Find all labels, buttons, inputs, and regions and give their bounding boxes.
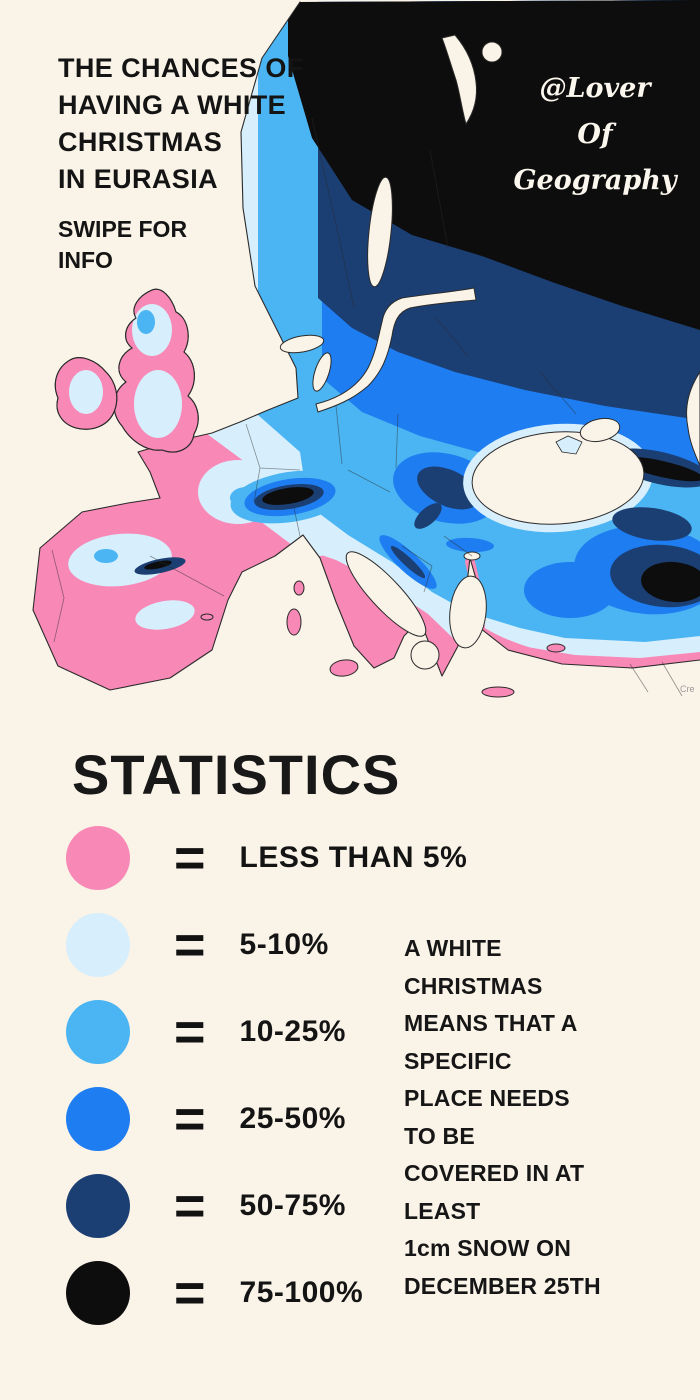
legend-color-swatch (66, 1261, 130, 1325)
legend-range-label: 50-75% (239, 1189, 346, 1222)
legend-color-swatch (66, 1174, 130, 1238)
legend-row: = 5-10% (66, 913, 467, 977)
statistics-title: STATISTICS (72, 743, 401, 806)
country-borders (51, 117, 683, 697)
swipe-for-info-label: SWIPE FOR INFO (58, 216, 188, 273)
mediterranean-islands (200, 580, 566, 698)
legend-row: = 75-100% (66, 1261, 467, 1325)
equals-sign: = (174, 1002, 206, 1062)
legend-range-label: 25-50% (239, 1102, 346, 1135)
equals-sign: = (174, 915, 206, 975)
legend-color-swatch (66, 913, 130, 977)
author-credit: @Lover Of Geography (513, 73, 677, 196)
legend: = LESS THAN 5% = 5-10% = 10-25% = 25-50%… (66, 826, 467, 1348)
crimea (555, 435, 583, 455)
eurasia-map (32, 0, 700, 698)
equals-sign: = (174, 1089, 206, 1149)
legend-row: = 25-50% (66, 1087, 467, 1151)
equals-sign: = (174, 1176, 206, 1236)
legend-range-label: 75-100% (239, 1276, 364, 1309)
legend-row: = 10-25% (66, 1000, 467, 1064)
legend-range-label: 10-25% (239, 1015, 346, 1048)
legend-color-swatch (66, 1087, 130, 1151)
watermark: Cre (680, 684, 695, 694)
legend-color-swatch (66, 826, 130, 890)
legend-color-swatch (66, 1000, 130, 1064)
british-isles (54, 288, 199, 453)
map-title: THE CHANCES OF HAVING A WHITE CHRISTMAS … (58, 53, 304, 194)
white-christmas-definition: A WHITE CHRISTMAS MEANS THAT A SPECIFIC … (404, 935, 601, 1299)
equals-sign: = (174, 828, 206, 888)
legend-row: = 50-75% (66, 1174, 467, 1238)
equals-sign: = (174, 1263, 206, 1323)
legend-range-label: LESS THAN 5% (239, 841, 468, 874)
legend-row: = LESS THAN 5% (66, 826, 467, 890)
legend-range-label: 5-10% (239, 928, 329, 961)
seas (279, 34, 700, 670)
